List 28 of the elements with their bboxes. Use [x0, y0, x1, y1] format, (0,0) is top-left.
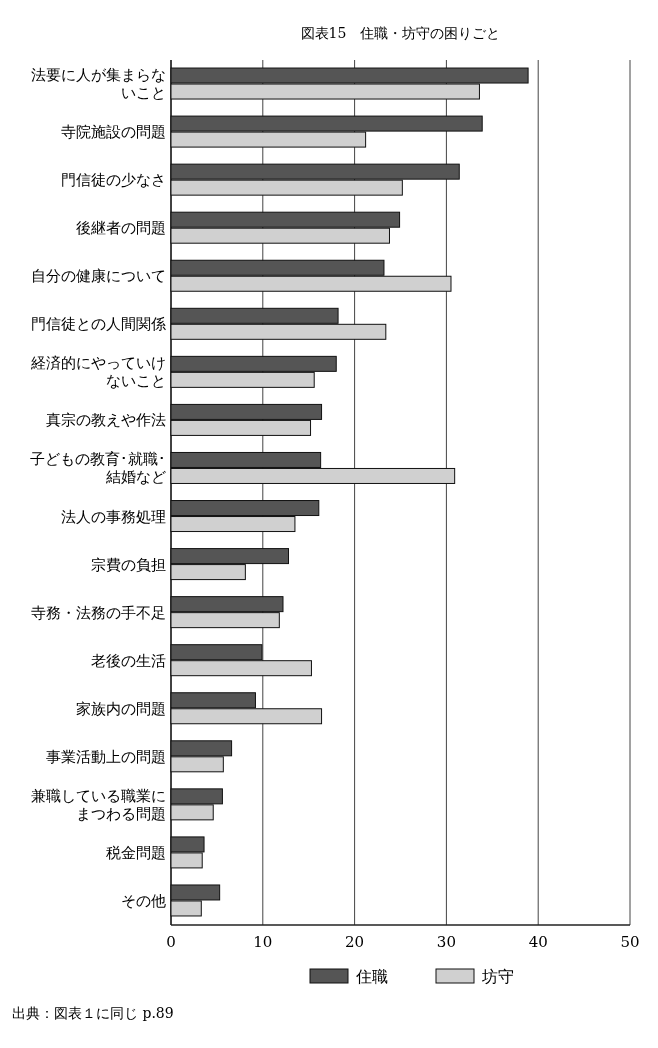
y-tick-label: 寺院施設の問題	[60, 122, 166, 144]
y-tick-label: 事業活動上の問題	[45, 746, 166, 768]
y-tick-label: 兼職している職業にまつわる問題	[30, 785, 166, 825]
y-tick-label: 老後の生活	[90, 650, 166, 672]
y-tick-label: 経済的にやっていけないこと	[30, 353, 166, 393]
y-tick-label: 家族内の問題	[75, 698, 166, 720]
y-tick-label: 宗費の負担	[90, 554, 166, 576]
y-tick-label: 子どもの教育･就職･結婚など	[29, 449, 166, 489]
y-tick-label: 法要に人が集まらないこと	[30, 65, 166, 104]
y-tick-label: 門信徒との人間関係	[30, 314, 166, 336]
y-tick-label: 門信徒の少なさ	[60, 170, 166, 192]
x-tick-label: 40	[528, 933, 548, 951]
legend-label: 坊守	[481, 967, 514, 986]
y-tick-label: 後継者の問題	[75, 218, 166, 240]
y-tick-label: 寺務・法務の手不足	[30, 602, 166, 624]
source-note: 出典：図表１に同じ p.89	[12, 1005, 174, 1021]
chart-title: 図表15 住職・坊守の困りごと	[300, 25, 501, 41]
x-tick-label: 50	[620, 933, 640, 951]
x-tick-label: 0	[166, 933, 176, 951]
y-tick-label: その他	[120, 890, 166, 912]
x-tick-label: 20	[345, 933, 365, 951]
y-tick-label: 自分の健康について	[30, 266, 166, 288]
y-tick-label: 真宗の教えや作法	[45, 410, 166, 432]
y-tick-label: 税金問題	[105, 842, 166, 864]
legend-label: 住職	[355, 967, 388, 986]
x-tick-label: 10	[253, 933, 273, 951]
x-tick-label: 30	[436, 933, 456, 951]
y-tick-label: 法人の事務処理	[60, 506, 166, 528]
